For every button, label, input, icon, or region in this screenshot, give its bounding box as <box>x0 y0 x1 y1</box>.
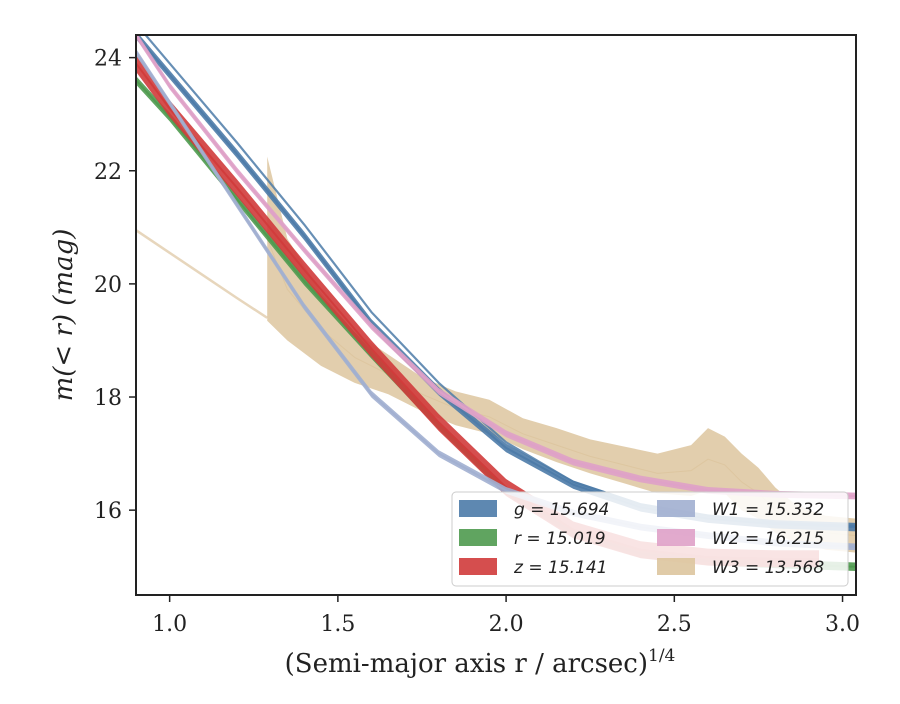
legend-swatch-z <box>459 558 497 575</box>
legend-label-g: g = 15.694 <box>514 500 609 520</box>
series-w2 <box>136 35 856 500</box>
x-axis-label-main: (Semi-major axis r / arcsec) <box>285 649 648 679</box>
legend-label-z: z = 15.141 <box>513 558 607 578</box>
y-tick-label: 20 <box>94 273 122 298</box>
y-tick-label: 24 <box>94 47 122 72</box>
x-tick-label: 3.0 <box>825 612 860 637</box>
y-tick-label: 18 <box>94 386 122 411</box>
x-tick-label: 2.5 <box>657 612 692 637</box>
y-axis-label: m(< r) (mag) <box>49 229 79 402</box>
legend-label-w2: W2 = 16.215 <box>712 529 824 549</box>
legend-label-r: r = 15.019 <box>514 529 606 549</box>
y-tick-label: 22 <box>94 160 122 185</box>
x-axis-label: (Semi-major axis r / arcsec)1/4 <box>285 646 676 679</box>
x-tick-label: 1.0 <box>152 612 187 637</box>
series-w2-line <box>136 35 856 497</box>
series-w3-band <box>267 156 856 553</box>
legend-swatch-g <box>459 500 497 517</box>
x-tick-label: 1.5 <box>320 612 355 637</box>
y-tick-label: 16 <box>94 499 122 524</box>
legend-swatch-w1 <box>657 500 695 517</box>
legend-label-w1: W1 = 15.332 <box>712 500 824 520</box>
x-tick-label: 2.0 <box>489 612 524 637</box>
axis-ticks: 1.0 1.5 2.0 2.5 3.0 16 18 20 22 24 <box>94 47 860 637</box>
legend-box <box>451 491 849 587</box>
legend-label-w3: W3 = 13.568 <box>712 558 824 578</box>
series-w3-extrapolation <box>136 229 268 319</box>
legend: g = 15.694 r = 15.019 z = 15.141 W1 = 15.33… <box>451 491 849 587</box>
legend-swatch-w3 <box>657 558 695 575</box>
legend-swatch-r <box>459 529 497 546</box>
series-z-band <box>136 54 819 568</box>
axes-frame <box>135 34 857 596</box>
legend-swatch-w2 <box>657 529 695 546</box>
x-axis-label-exponent: 1/4 <box>648 646 675 666</box>
